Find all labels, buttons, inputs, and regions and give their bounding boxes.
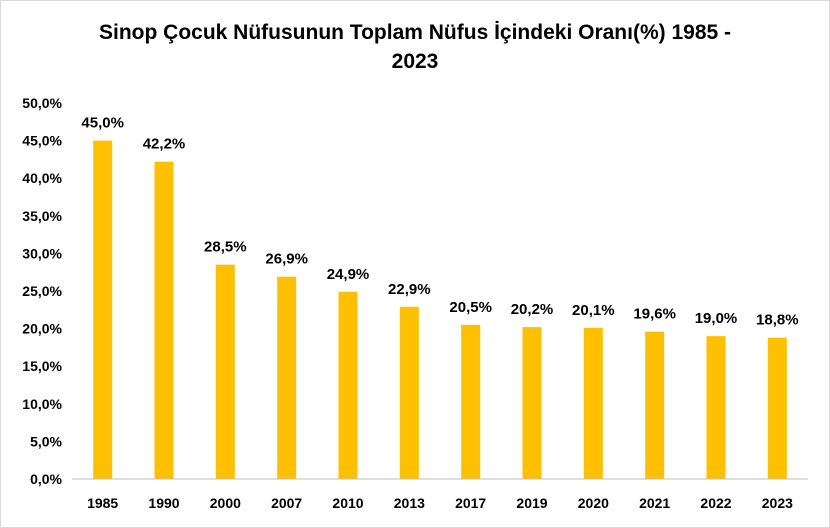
x-tick-label: 2020 bbox=[578, 495, 609, 511]
x-tick-label: 1985 bbox=[87, 495, 118, 511]
y-tick-label: 10,0% bbox=[22, 396, 62, 412]
x-tick-label: 2013 bbox=[394, 495, 425, 511]
x-tick-label: 2010 bbox=[332, 495, 363, 511]
y-tick-label: 0,0% bbox=[30, 471, 62, 487]
data-label: 18,8% bbox=[756, 312, 799, 329]
y-tick-label: 45,0% bbox=[22, 133, 62, 149]
bar bbox=[93, 140, 113, 479]
bar bbox=[583, 327, 603, 479]
chart-title-line-1: Sinop Çocuk Nüfusunun Toplam Nüfus İçind… bbox=[99, 21, 731, 44]
data-label: 45,0% bbox=[81, 115, 124, 132]
data-label: 20,1% bbox=[572, 302, 615, 319]
x-tick-label: 2007 bbox=[271, 495, 302, 511]
data-label: 26,9% bbox=[265, 251, 308, 268]
bar bbox=[461, 324, 481, 479]
y-tick-label: 50,0% bbox=[22, 95, 62, 111]
x-tick-label: 2000 bbox=[210, 495, 241, 511]
y-tick-label: 15,0% bbox=[22, 358, 62, 374]
bar bbox=[154, 161, 174, 479]
y-tick-label: 20,0% bbox=[22, 321, 62, 337]
data-label: 42,2% bbox=[143, 136, 186, 153]
x-tick-label: 2021 bbox=[639, 495, 670, 511]
chart-title: Sinop Çocuk Nüfusunun Toplam Nüfus İçind… bbox=[0, 18, 830, 76]
x-tick-label: 1990 bbox=[148, 495, 179, 511]
y-tick-label: 5,0% bbox=[30, 433, 62, 449]
x-tick-label: 2017 bbox=[455, 495, 486, 511]
data-label: 20,5% bbox=[449, 299, 492, 316]
data-label: 20,2% bbox=[511, 301, 554, 318]
data-label: 19,6% bbox=[633, 306, 676, 323]
bar bbox=[399, 306, 419, 479]
bar bbox=[338, 291, 358, 479]
y-tick-label: 25,0% bbox=[22, 283, 62, 299]
x-tick-label: 2019 bbox=[516, 495, 547, 511]
data-label: 22,9% bbox=[388, 281, 431, 298]
chart-title-line-2: 2023 bbox=[391, 50, 439, 73]
y-tick-label: 30,0% bbox=[22, 245, 62, 261]
bar bbox=[706, 336, 726, 479]
y-tick-label: 35,0% bbox=[22, 208, 62, 224]
x-tick-label: 2022 bbox=[700, 495, 731, 511]
x-tick-label: 2023 bbox=[762, 495, 793, 511]
bar bbox=[522, 327, 542, 479]
bar bbox=[645, 331, 665, 479]
data-label: 19,0% bbox=[695, 310, 738, 327]
data-label: 28,5% bbox=[204, 239, 247, 256]
bar bbox=[767, 337, 787, 479]
data-label: 24,9% bbox=[327, 266, 370, 283]
bar bbox=[215, 264, 235, 479]
bar bbox=[277, 276, 297, 479]
y-tick-label: 40,0% bbox=[22, 170, 62, 186]
